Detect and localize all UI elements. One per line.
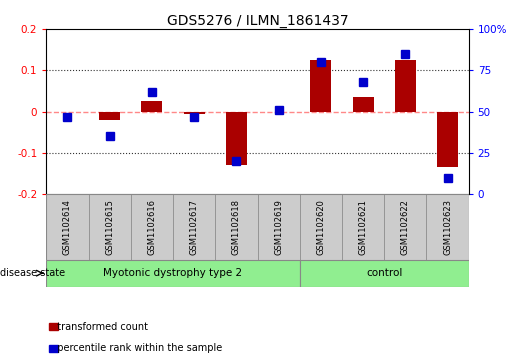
Bar <box>300 194 342 260</box>
Text: GSM1102622: GSM1102622 <box>401 199 410 255</box>
Text: GSM1102614: GSM1102614 <box>63 199 72 255</box>
Text: GSM1102621: GSM1102621 <box>358 199 368 255</box>
Bar <box>49 323 58 330</box>
Text: GSM1102617: GSM1102617 <box>190 199 199 255</box>
Text: transformed count: transformed count <box>52 322 148 332</box>
Text: GSM1102623: GSM1102623 <box>443 199 452 255</box>
Bar <box>131 194 173 260</box>
Text: control: control <box>366 268 402 278</box>
Bar <box>46 194 89 260</box>
Text: GSM1102616: GSM1102616 <box>147 199 157 255</box>
Bar <box>258 194 300 260</box>
Bar <box>173 194 215 260</box>
Text: GSM1102620: GSM1102620 <box>316 199 325 255</box>
Text: percentile rank within the sample: percentile rank within the sample <box>52 343 223 354</box>
Bar <box>49 345 58 352</box>
Bar <box>310 60 332 112</box>
Bar <box>437 112 458 167</box>
Bar <box>46 260 300 287</box>
Bar <box>226 112 247 165</box>
Bar <box>215 194 258 260</box>
Bar <box>426 194 469 260</box>
Bar <box>394 60 416 112</box>
Text: GSM1102615: GSM1102615 <box>105 199 114 255</box>
Text: Myotonic dystrophy type 2: Myotonic dystrophy type 2 <box>104 268 243 278</box>
Bar <box>183 112 205 114</box>
Bar <box>352 97 373 112</box>
Bar <box>99 112 120 120</box>
Text: disease state: disease state <box>0 268 65 278</box>
Bar <box>384 194 426 260</box>
Title: GDS5276 / ILMN_1861437: GDS5276 / ILMN_1861437 <box>167 14 348 28</box>
Bar <box>300 260 469 287</box>
Text: GSM1102618: GSM1102618 <box>232 199 241 255</box>
Text: GSM1102619: GSM1102619 <box>274 199 283 255</box>
Bar <box>141 101 163 112</box>
Bar <box>89 194 131 260</box>
Bar <box>342 194 384 260</box>
